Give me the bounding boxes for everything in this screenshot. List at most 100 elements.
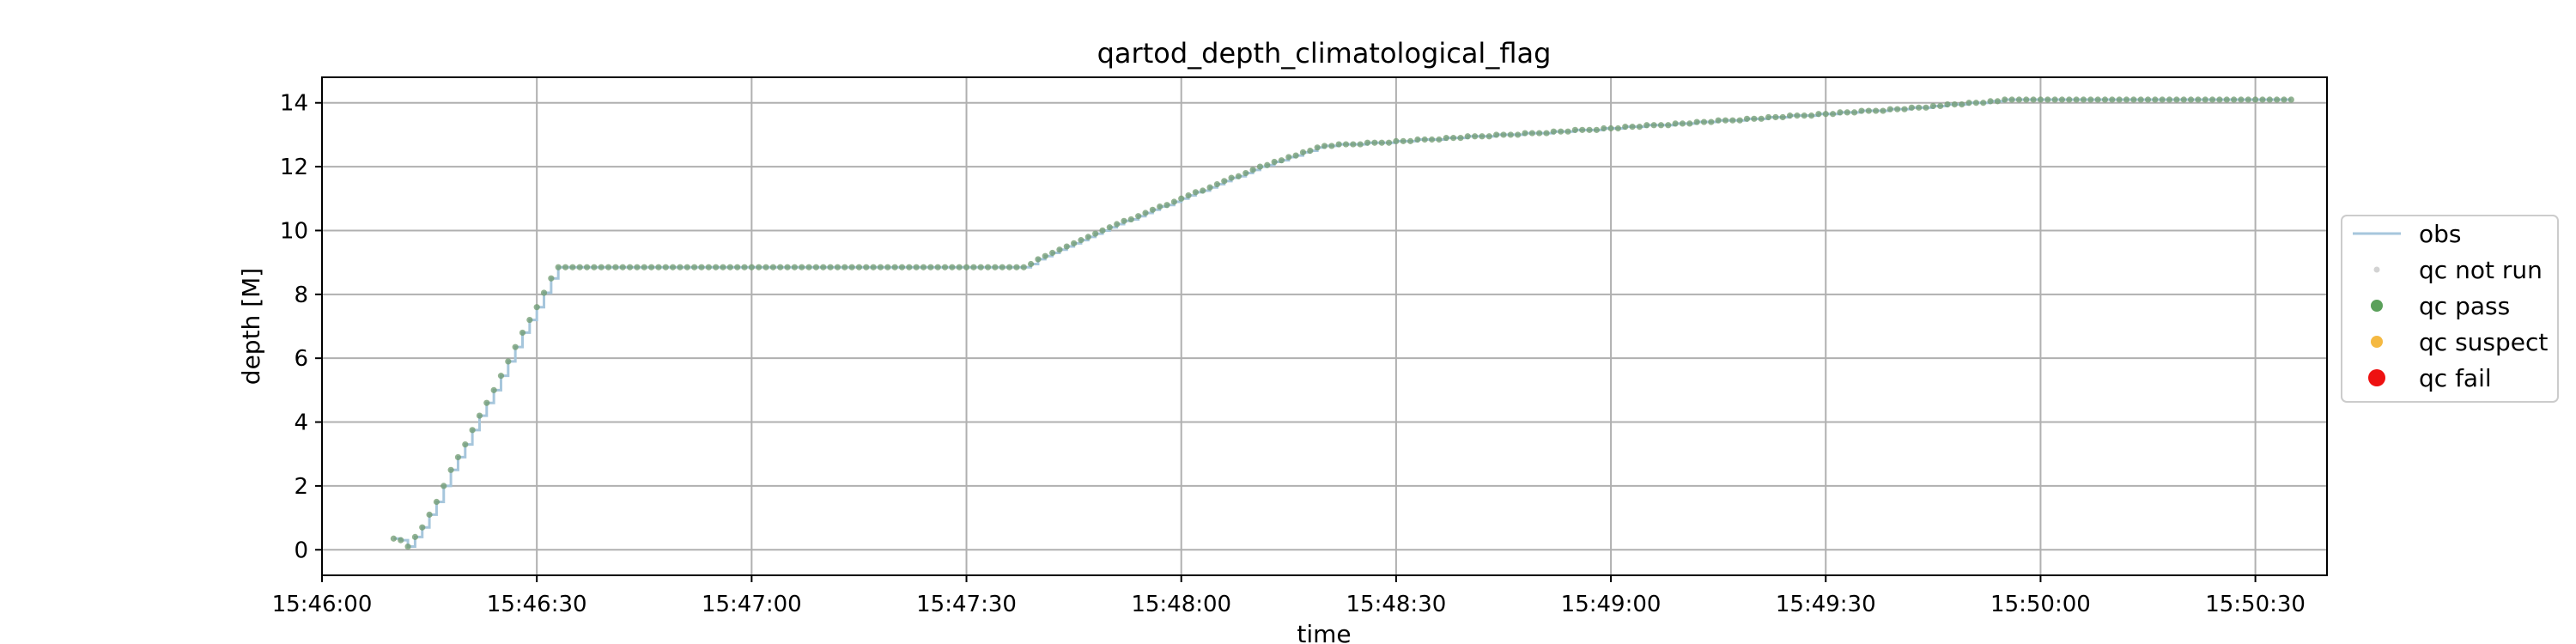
qc-pass-point: [1650, 122, 1657, 129]
qc-pass-point: [748, 264, 755, 270]
qc-pass-point: [1371, 139, 1378, 146]
qc-pass-point: [2030, 96, 2037, 103]
qc-pass-point: [2274, 96, 2281, 103]
qc-pass-point: [2008, 96, 2015, 103]
qc-pass-point: [2137, 96, 2144, 103]
qc-pass-point: [1106, 224, 1113, 231]
qc-pass-point: [404, 543, 411, 550]
y-tick-label: 12: [280, 155, 308, 180]
qc-pass-point: [1865, 107, 1872, 114]
qc-pass-point: [949, 264, 956, 270]
qc-pass-point: [1264, 161, 1271, 168]
qc-pass-point: [454, 453, 462, 461]
qc-pass-point: [2058, 96, 2066, 103]
qc-pass-point: [677, 264, 683, 270]
qc-pass-point: [1406, 137, 1414, 144]
qc-pass-point: [2245, 96, 2251, 103]
qc-pass-point: [1078, 237, 1084, 244]
qc-pass-point: [2281, 96, 2287, 103]
qc-pass-point: [1114, 221, 1121, 228]
qc-pass-point: [1049, 249, 1056, 257]
y-tick-label: 6: [294, 346, 308, 372]
qc-pass-point: [1013, 264, 1020, 270]
qc-pass-point: [977, 264, 984, 270]
qc-pass-point: [1743, 115, 1751, 122]
qc-pass-point: [762, 264, 769, 270]
qc-pass-point: [1020, 264, 1027, 270]
chart-title: qartod_depth_climatological_flag: [1097, 37, 1552, 70]
y-tick-label: 4: [294, 410, 308, 436]
qc-pass-point: [920, 264, 927, 270]
qc-pass-point: [1807, 112, 1815, 119]
y-tick-label: 10: [280, 218, 308, 244]
qc-pass-point: [1170, 198, 1177, 205]
qc-pass-point: [1679, 120, 1686, 127]
qc-pass-point: [1178, 195, 1185, 202]
qc-pass-point: [1350, 141, 1357, 148]
qc-pass-point: [1686, 120, 1693, 127]
qc-pass-point: [1321, 143, 1328, 149]
qc-pass-point: [576, 264, 583, 270]
qc-pass-point: [1564, 128, 1571, 135]
legend-qc-suspect-label: qc suspect: [2419, 328, 2548, 356]
qc-pass-point: [1601, 125, 1607, 132]
qc-pass-point: [1543, 130, 1550, 137]
qc-pass-point: [1729, 117, 1736, 124]
qc-pass-point: [2101, 96, 2109, 103]
qc-pass-point: [1822, 111, 1829, 118]
qc-pass-point: [1550, 128, 1557, 135]
qc-pass-point: [1586, 126, 1593, 133]
qc-pass-point: [1135, 213, 1142, 220]
qc-pass-point: [1200, 187, 1206, 194]
qc-pass-point: [927, 264, 934, 270]
qc-pass-point: [1536, 130, 1543, 137]
qc-pass-point: [2252, 96, 2259, 103]
qc-pass-point: [1328, 143, 1335, 149]
qc-pass-point: [2223, 96, 2230, 103]
qc-pass-point: [1278, 157, 1285, 164]
qc-pass-point: [1206, 184, 1213, 191]
legend-qc-suspect-marker: [2371, 336, 2383, 348]
qc-pass-point: [741, 264, 748, 270]
qc-pass-point: [440, 483, 447, 489]
qc-pass-point: [1873, 107, 1880, 114]
qc-pass-point: [2002, 96, 2008, 103]
qc-pass-point: [1084, 234, 1091, 240]
qc-pass-point: [612, 264, 619, 270]
qc-pass-point: [1292, 152, 1299, 159]
qc-pass-point: [1149, 206, 1156, 213]
qc-pass-point: [2259, 96, 2266, 103]
qc-pass-point: [526, 316, 533, 324]
x-axis-label: time: [1297, 620, 1351, 644]
x-tick-label: 15:48:30: [1346, 592, 1447, 617]
qc-pass-point: [841, 264, 848, 270]
data-points: [390, 96, 2294, 550]
qc-pass-point: [1385, 139, 1393, 146]
qc-pass-point: [1035, 256, 1042, 263]
legend-qc-not-run-marker: [2373, 266, 2380, 273]
legend-qc-not-run-label: qc not run: [2419, 256, 2543, 284]
qc-pass-point: [1414, 136, 1421, 143]
qc-pass-point: [2051, 96, 2058, 103]
qc-pass-point: [1765, 113, 1772, 121]
qc-pass-point: [1923, 104, 1929, 111]
qc-pass-point: [1235, 173, 1242, 179]
qc-pass-point: [2109, 96, 2116, 103]
qc-pass-point: [1622, 124, 1629, 131]
qc-pass-point: [426, 511, 433, 518]
qc-pass-point: [898, 264, 906, 270]
qc-pass-point: [1457, 135, 1464, 142]
qc-pass-point: [1378, 139, 1385, 146]
qc-pass-point: [1558, 128, 1564, 135]
qc-pass-point: [1779, 113, 1786, 121]
qc-pass-point: [913, 264, 920, 270]
qc-pass-point: [483, 399, 490, 406]
x-tick-label: 15:49:30: [1776, 592, 1876, 617]
qc-pass-point: [1607, 125, 1614, 132]
qc-pass-point: [1249, 167, 1256, 173]
qc-pass-point: [1672, 120, 1679, 127]
qc-pass-point: [1479, 133, 1485, 140]
legend-qc-pass-marker: [2371, 300, 2383, 312]
qc-pass-point: [1571, 126, 1578, 133]
qc-pass-point: [999, 264, 1005, 270]
